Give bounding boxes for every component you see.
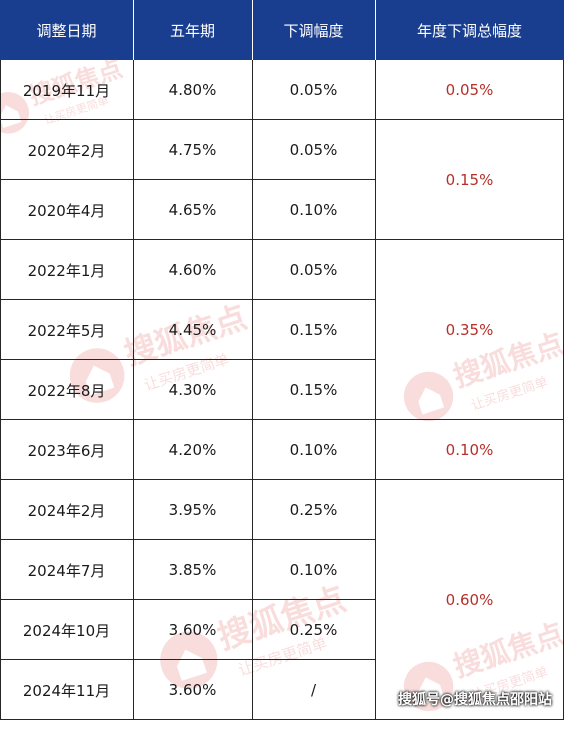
cell-rate: 4.45%	[168, 321, 217, 339]
cell-cut: /	[310, 681, 317, 699]
cell-cut: 0.05%	[289, 81, 338, 99]
row-divider	[0, 659, 375, 660]
column-divider	[0, 60, 1, 720]
cell-cut: 0.25%	[289, 621, 338, 639]
row-divider	[0, 179, 375, 180]
row-divider	[0, 479, 375, 480]
header-cell: 下调幅度	[252, 0, 375, 60]
cell-rate: 4.20%	[168, 441, 217, 459]
header-divider	[375, 0, 376, 60]
row-divider	[0, 239, 375, 240]
cell-date: 2020年2月	[27, 141, 106, 160]
cell-date: 2022年8月	[27, 381, 106, 400]
cell-date: 2020年4月	[27, 201, 106, 220]
group-divider	[375, 479, 564, 480]
cell-date: 2024年7月	[27, 561, 106, 580]
cell-cut: 0.10%	[289, 561, 338, 579]
group-divider	[375, 239, 564, 240]
cell-annual-total: 0.35%	[445, 321, 494, 339]
cell-rate: 3.95%	[168, 501, 217, 519]
cell-rate: 4.60%	[168, 261, 217, 279]
column-divider	[133, 60, 134, 720]
cell-date: 2022年5月	[27, 321, 106, 340]
group-divider	[375, 119, 564, 120]
rate-adjustment-table: 调整日期 五年期 下调幅度 年度下调总幅度 搜狐焦点 让买房更简单 搜狐焦点 让买房更简单 搜狐…	[0, 0, 564, 720]
cell-rate: 3.60%	[168, 621, 217, 639]
cell-cut: 0.25%	[289, 501, 338, 519]
cell-rate: 3.60%	[168, 681, 217, 699]
cell-rate: 4.30%	[168, 381, 217, 399]
column-divider	[375, 60, 376, 720]
cell-cut: 0.10%	[289, 441, 338, 459]
cell-date: 2022年1月	[27, 261, 106, 280]
cell-cut: 0.15%	[289, 321, 338, 339]
cell-date: 2024年2月	[27, 501, 106, 520]
header-divider	[133, 0, 134, 60]
row-divider	[0, 419, 375, 420]
cell-date: 2023年6月	[27, 441, 106, 460]
row-divider	[0, 719, 375, 720]
row-divider	[0, 299, 375, 300]
row-divider	[0, 359, 375, 360]
cell-rate: 3.85%	[168, 561, 217, 579]
header-divider	[252, 0, 253, 60]
header-cell: 年度下调总幅度	[375, 0, 564, 60]
cell-annual-total: 0.10%	[445, 441, 494, 459]
cell-rate: 4.75%	[168, 141, 217, 159]
cell-cut: 0.15%	[289, 381, 338, 399]
column-divider	[252, 60, 253, 720]
cell-rate: 4.80%	[168, 81, 217, 99]
source-credit: 搜狐号@搜狐焦点邵阳站	[398, 692, 552, 708]
header-cell: 五年期	[133, 0, 252, 60]
cell-cut: 0.10%	[289, 201, 338, 219]
row-divider	[0, 119, 375, 120]
group-divider	[375, 419, 564, 420]
group-divider	[375, 719, 564, 720]
cell-date: 2024年11月	[22, 681, 111, 700]
cell-annual-total: 0.60%	[445, 591, 494, 609]
cell-date: 2019年11月	[22, 81, 111, 100]
row-divider	[0, 539, 375, 540]
cell-annual-total: 0.15%	[445, 171, 494, 189]
cell-cut: 0.05%	[289, 141, 338, 159]
row-divider	[0, 599, 375, 600]
cell-date: 2024年10月	[22, 621, 111, 640]
cell-annual-total: 0.05%	[445, 81, 494, 99]
cell-rate: 4.65%	[168, 201, 217, 219]
cell-cut: 0.05%	[289, 261, 338, 279]
header-cell: 调整日期	[0, 0, 133, 60]
